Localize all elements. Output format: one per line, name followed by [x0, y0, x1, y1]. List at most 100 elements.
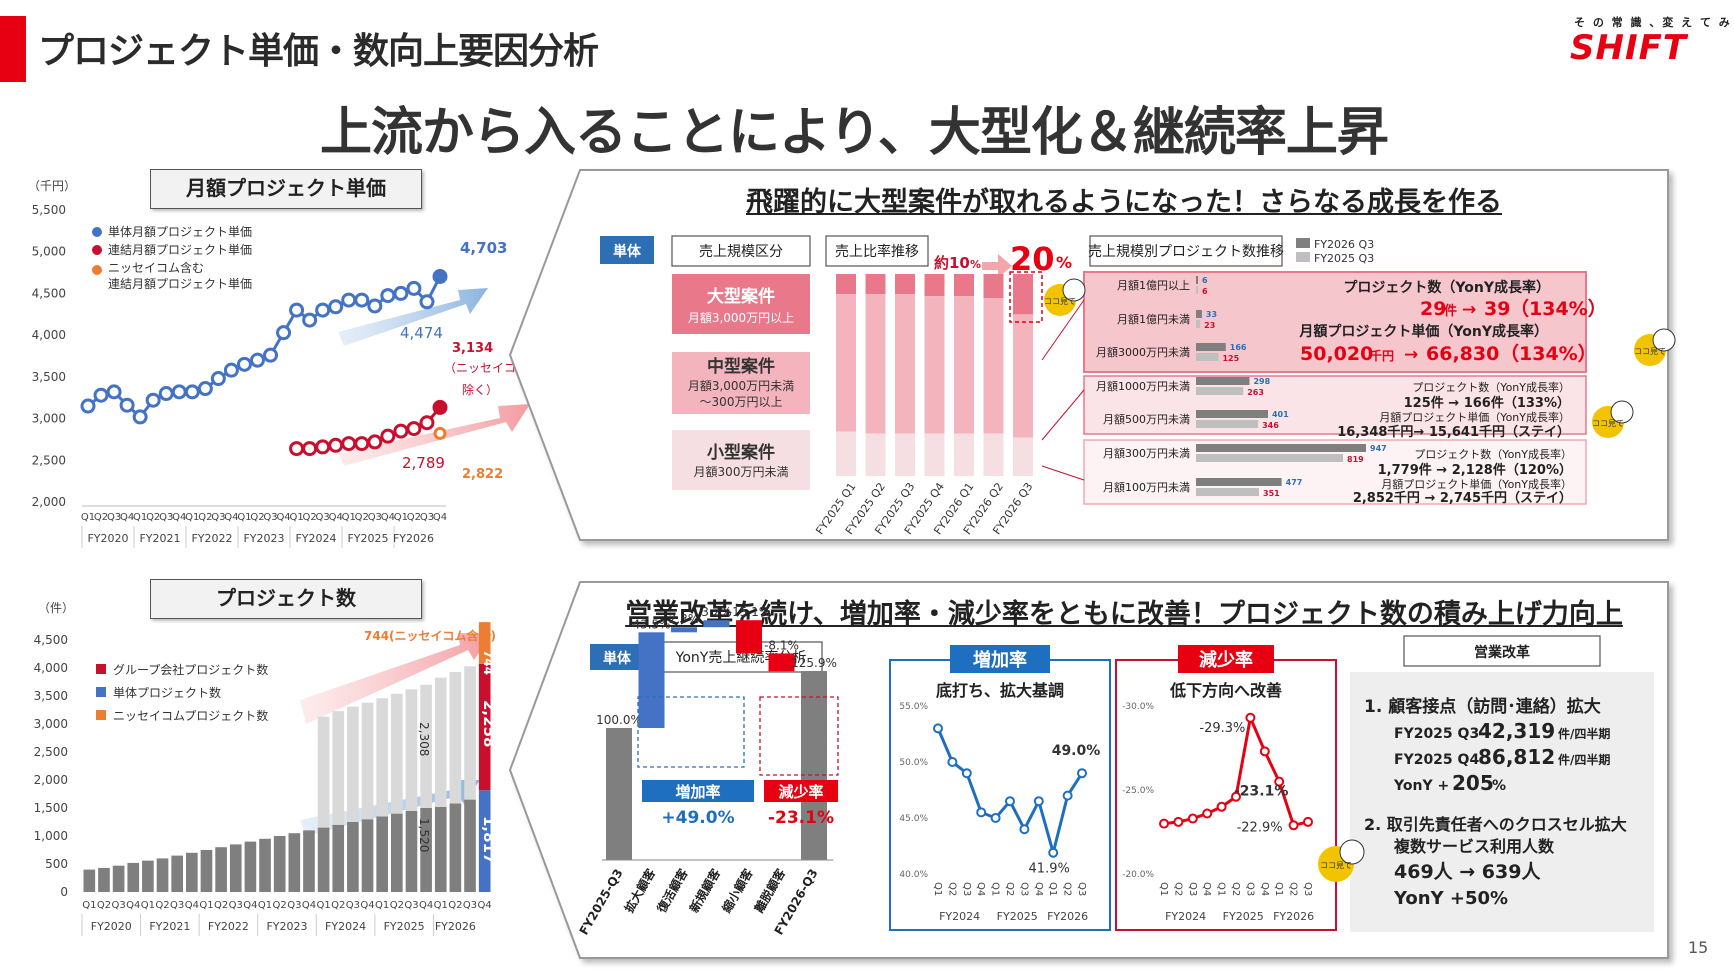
- data-point: [328, 299, 344, 315]
- unit-price-lines: [80, 268, 448, 457]
- rate-point: [947, 757, 958, 767]
- svg-text:ココ見て: ココ見て: [1634, 347, 1666, 356]
- data-point: [380, 428, 396, 444]
- project-count-unit: （件）: [38, 601, 74, 615]
- legend-cur: FY2026 Q3: [1314, 238, 1374, 251]
- small-v1: 1,779件 → 2,128件（120%）: [1378, 462, 1572, 478]
- rate-ytick: 45.0%: [899, 814, 928, 824]
- headline: 上流から入ることにより、大型化＆継続率上昇: [320, 103, 1389, 163]
- quarter-tick: Q2: [97, 900, 111, 911]
- rate-point: [1159, 818, 1169, 829]
- bar-single: [171, 855, 183, 892]
- bar-single: [317, 827, 330, 892]
- rate-fy-tick: FY2024: [1165, 910, 1206, 923]
- bar-group: [391, 693, 403, 814]
- legend-dot-nissay: [92, 265, 102, 275]
- nissay-count-label: 744: [481, 650, 495, 675]
- large-v2a: 50,020: [1300, 343, 1373, 365]
- unit-price-yticks: 2,000 2,500 3,000 3,500 4,000 4,500 5,000 5,500: [32, 203, 66, 509]
- rate-point: [1202, 808, 1213, 819]
- quarter-tick: Q4: [302, 900, 316, 911]
- reform-yoy1-label: YonY +: [1393, 778, 1449, 794]
- data-point: [354, 292, 370, 308]
- waterfall-category: 縮小顧客: [719, 865, 756, 915]
- total-note-label: 744(ニッセイコム含む): [364, 628, 496, 643]
- cat-large-sub: 月額3,000万円以上: [688, 311, 794, 325]
- mascot-hand-4: ココ見て: [1318, 839, 1365, 882]
- quarter-tick: Q1: [199, 900, 213, 911]
- bar-single: [464, 799, 476, 892]
- waterfall-bar: [801, 671, 827, 860]
- ratio-segment: [924, 274, 945, 297]
- size-value-cur: 401: [1272, 410, 1289, 419]
- quarter-tick: Q1: [82, 900, 96, 911]
- ratio-segment: [836, 294, 856, 432]
- rate-fy-tick: FY2024: [939, 910, 980, 923]
- mid-v2: 16,348千円→ 15,641千円（ステイ）: [1337, 424, 1570, 440]
- shift-logo: SHIFT: [1570, 28, 1688, 68]
- quarter-tick: Q4: [381, 512, 395, 523]
- quarter-tick: Q3: [229, 900, 243, 911]
- bar-single: [127, 862, 140, 892]
- waterfall-bar: [638, 632, 665, 728]
- consol-note-1: （ニッセイコム: [444, 361, 528, 375]
- ytick-label: 5,500: [32, 203, 66, 217]
- ytick-label: 1,500: [34, 801, 68, 815]
- ytick-label: 4,000: [34, 661, 68, 675]
- quarter-tick: Q4: [172, 512, 186, 523]
- legend-consol: 連結月額プロジェクト単価: [108, 243, 252, 257]
- reform-yoy1-unit: %: [1492, 778, 1506, 794]
- ratio-segment: [1013, 274, 1033, 315]
- ytick-label: 2,500: [32, 453, 66, 467]
- rate-quarter-tick: Q4: [1033, 882, 1044, 896]
- rate-point: [1288, 820, 1299, 831]
- large-v2u: 千円: [1370, 348, 1394, 363]
- unit-price-chart: （千円） 2,000 2,500 3,000 3,500 4,000 4,500 5,000…: [28, 179, 530, 548]
- waterfall-value: 2.3%: [669, 612, 700, 626]
- bar-group: [478, 663, 491, 791]
- fy-tick: FY2020: [91, 920, 132, 933]
- quarter-tick: Q2: [355, 512, 369, 523]
- ratio-segment: [924, 296, 945, 434]
- waterfall-value: -15.1%: [728, 605, 770, 619]
- rate-quarter-tick: Q1: [932, 882, 943, 896]
- size-value-prev: 351: [1263, 489, 1280, 498]
- ytick-label: 3,000: [32, 412, 66, 426]
- page-number: 15: [1688, 938, 1709, 957]
- quarter-tick: Q2: [155, 900, 169, 911]
- bar-single: [186, 852, 198, 892]
- waterfall-category: 離脱顧客: [751, 865, 788, 915]
- ratio-highlight: [1009, 271, 1043, 323]
- top-panel-title: 飛躍的に大型案件が取れるようになった！さらなる成長を作る: [746, 187, 1502, 218]
- data-point: [302, 312, 318, 328]
- svg-text:ココ見て: ココ見て: [1320, 861, 1352, 870]
- data-point: [432, 268, 448, 284]
- quarter-tick: Q4: [126, 900, 140, 911]
- quarter-tick: Q1: [237, 512, 251, 523]
- rate-quarter-tick: Q3: [961, 882, 972, 896]
- rate-point: [1274, 776, 1285, 787]
- inc-label: 増加率: [675, 783, 720, 801]
- waterfall-value: -8.1%: [764, 638, 799, 652]
- legend-nissay-1: ニッセイコム含む: [108, 260, 204, 275]
- fy-tick: FY2020: [87, 532, 128, 545]
- small-l1: プロジェクト数（YonY成長率）: [1414, 447, 1572, 461]
- data-point: [210, 371, 226, 387]
- inc-title: 増加率: [973, 649, 1027, 671]
- bar-single: [112, 865, 125, 892]
- waterfall-value: 43.5%: [632, 617, 670, 631]
- project-count-chart-label: プロジェクト数: [150, 579, 422, 619]
- group-prev-label: 2,308: [417, 722, 431, 756]
- dec-value: -23.1%: [768, 808, 834, 828]
- quarter-tick: Q4: [243, 900, 257, 911]
- inc-value: +49.0%: [661, 808, 734, 828]
- fy-tick: FY2026: [435, 920, 476, 933]
- size-row-label: 月額300万円未満: [1103, 447, 1190, 460]
- bar-group: [361, 702, 374, 820]
- data-point: [145, 392, 161, 408]
- cat-mid-box: [672, 352, 810, 414]
- rate-point: [961, 768, 972, 779]
- quarter-tick: Q2: [303, 512, 317, 523]
